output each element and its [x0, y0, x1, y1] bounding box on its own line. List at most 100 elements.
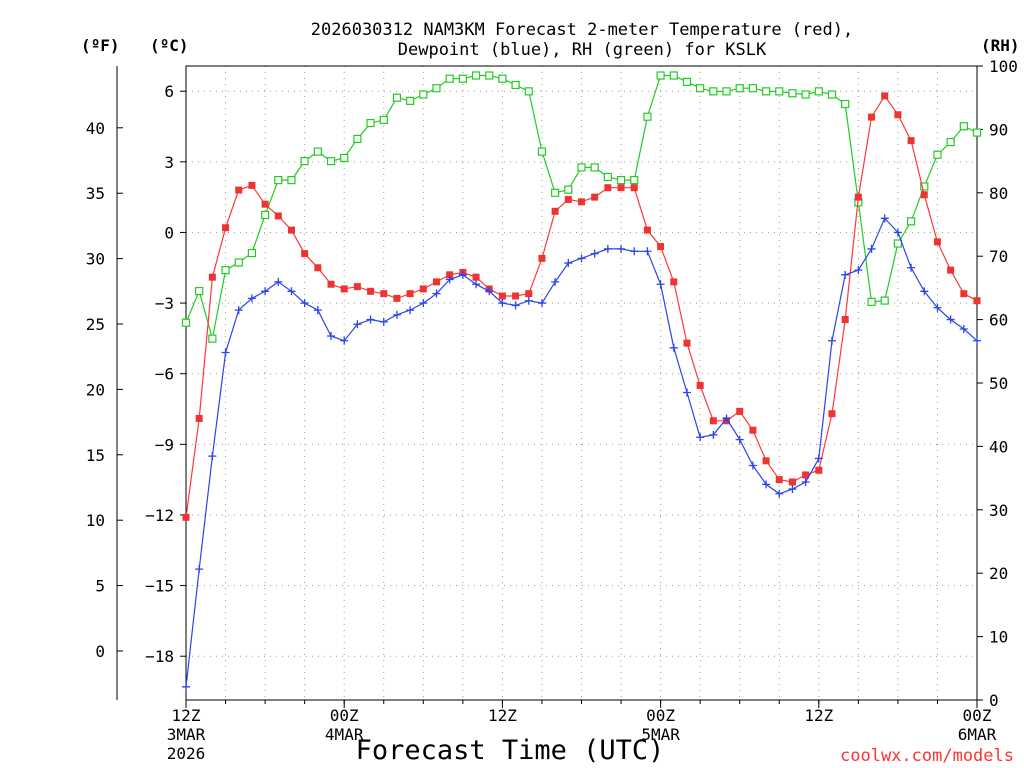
dewpoint-point: [603, 244, 612, 253]
temperature-point: [815, 466, 823, 474]
dewpoint-point: [353, 320, 362, 329]
rh-point: [696, 84, 705, 93]
temperature-point: [314, 264, 322, 272]
rh-point: [880, 296, 889, 305]
dewpoint-point: [973, 336, 981, 345]
x-tick-label-time: 00Z: [963, 706, 992, 725]
temperature-point: [947, 266, 955, 274]
credit-label: coolwx.com/models: [840, 746, 1014, 766]
dewpoint-point: [300, 299, 309, 308]
celsius-tick-label: −9: [155, 435, 174, 454]
fahrenheit-unit-label: (ºF): [81, 36, 120, 55]
dewpoint-point: [748, 461, 757, 470]
rh-point: [498, 74, 507, 83]
rh-point: [630, 176, 639, 185]
rh-point: [445, 74, 454, 83]
celsius-tick-label: −18: [145, 647, 174, 666]
dewpoint-point: [195, 565, 204, 574]
rh-point: [511, 80, 520, 90]
rh-point: [247, 248, 257, 258]
temperature-point: [643, 226, 651, 234]
dewpoint-point: [682, 388, 691, 397]
temperature-point: [591, 193, 599, 201]
dewpoint-point: [880, 214, 889, 223]
dewpoint-point: [261, 287, 270, 296]
dewpoint-point: [340, 336, 349, 345]
dewpoint-point: [419, 299, 428, 308]
temperature-point: [340, 285, 348, 293]
rh-tick-label: 80: [989, 184, 1008, 203]
dewpoint-point: [564, 259, 573, 268]
rh-tick-label: 50: [989, 374, 1008, 393]
rh-point: [735, 84, 744, 93]
temperature-point: [683, 339, 691, 347]
dewpoint-point: [933, 303, 942, 312]
temperature-point: [498, 292, 506, 300]
fahrenheit-tick-label: 30: [86, 250, 105, 269]
temperature-point: [788, 478, 796, 486]
dewpoint-point: [208, 452, 217, 461]
temperature-point: [630, 184, 638, 192]
dewpoint-point: [762, 480, 771, 489]
dewpoint-point: [907, 263, 916, 272]
fahrenheit-tick-label: 35: [86, 184, 105, 203]
dewpoint-point: [182, 682, 190, 691]
rh-point: [537, 147, 547, 156]
temperature-point: [248, 181, 256, 189]
temperature-point: [696, 381, 704, 389]
temperature-point: [973, 297, 981, 305]
temperature-point: [920, 191, 928, 199]
dewpoint-point: [867, 244, 876, 253]
temperature-point: [617, 184, 625, 192]
dewpoint-point: [814, 454, 823, 463]
dewpoint-point: [432, 289, 441, 298]
celsius-tick-label: −15: [145, 577, 174, 596]
rh-tick-label: 20: [989, 564, 1008, 583]
temperature-point: [578, 198, 585, 206]
rh-point: [906, 217, 916, 226]
rh-point: [867, 297, 876, 306]
rh-point: [709, 87, 718, 96]
fahrenheit-tick-label: 20: [86, 380, 105, 399]
rh-point: [274, 176, 283, 185]
rh-point: [406, 96, 415, 105]
dewpoint-point: [590, 249, 599, 258]
chart-title: 2026030312 NAM3KM Forecast 2-meter Tempe…: [311, 20, 853, 40]
dewpoint-point: [946, 315, 955, 324]
temperature-point: [709, 417, 717, 425]
rh-point: [801, 90, 810, 99]
temperature-point: [380, 290, 388, 298]
x-tick-label-time: 12Z: [804, 706, 833, 725]
rh-point: [590, 163, 599, 172]
dewpoint-point: [788, 485, 797, 494]
fahrenheit-tick-label: 15: [86, 446, 105, 465]
rh-point: [603, 172, 612, 182]
temperature-point: [894, 111, 902, 119]
rh-point: [181, 318, 191, 327]
temperature-point: [933, 238, 941, 246]
dewpoint-point: [959, 324, 968, 333]
x-axis-label: Forecast Time (UTC): [356, 735, 665, 766]
rh-point: [682, 77, 692, 86]
dewpoint-point: [287, 287, 296, 296]
rh-point: [366, 118, 375, 128]
fahrenheit-tick-label: 25: [86, 315, 105, 334]
rh-point: [946, 137, 955, 147]
rh-point: [392, 93, 402, 102]
temperature-point: [525, 290, 533, 298]
temperature-point: [802, 471, 810, 479]
celsius-tick-label: 0: [164, 223, 174, 242]
temperature-point: [367, 287, 375, 295]
rh-point: [616, 176, 626, 185]
temperature-point: [828, 410, 836, 418]
rh-point: [313, 147, 322, 156]
fahrenheit-tick-label: 0: [95, 642, 105, 661]
rh-point: [761, 87, 771, 96]
x-tick-label-time: 12Z: [488, 706, 517, 725]
x-tick-label-year: 2026: [167, 744, 206, 763]
rh-point: [893, 239, 903, 248]
dewpoint-point: [472, 280, 481, 289]
temperature-point: [222, 224, 230, 232]
celsius-tick-label: −3: [155, 294, 174, 313]
rh-point: [353, 134, 362, 144]
